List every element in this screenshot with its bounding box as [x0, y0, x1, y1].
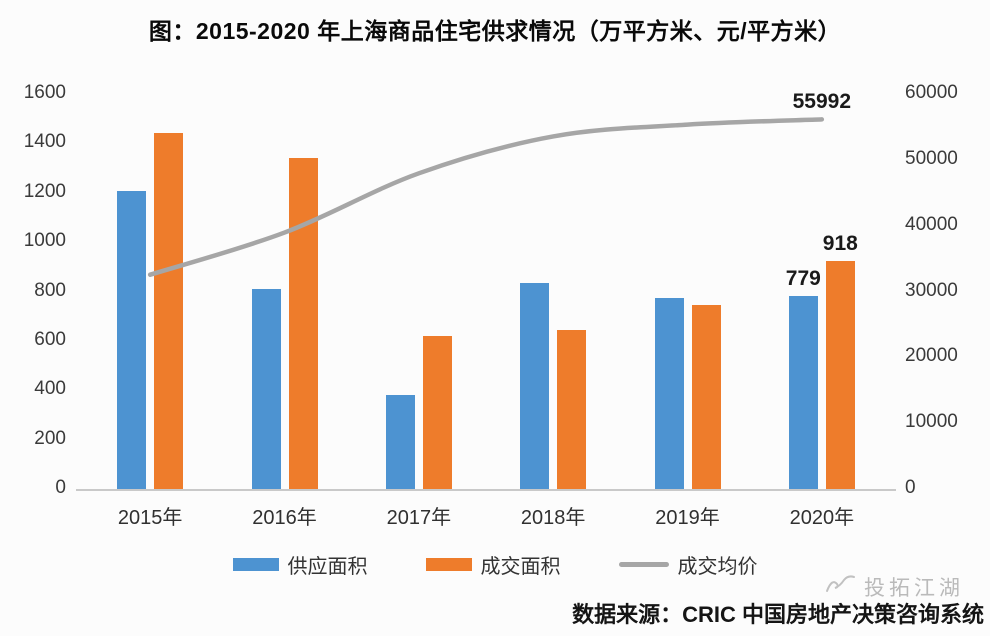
right-axis-tick-50000: 50000 [905, 147, 958, 169]
x-axis-label-2015年: 2015年 [117, 507, 183, 529]
x-axis-label-2018年: 2018年 [520, 507, 586, 529]
left-axis-tick-400: 400 [34, 378, 66, 400]
legend-item-price: 成交均价 [618, 550, 758, 579]
chart-title: 图：2015-2020 年上海商品住宅供求情况（万平方米、元/平方米） [148, 18, 842, 44]
x-axis-label-2017年: 2017年 [386, 507, 452, 529]
bar-成交面积-2017年 [422, 336, 452, 489]
legend-label-transaction: 成交面积 [480, 556, 561, 578]
legend-item-supply: 供应面积 [232, 550, 368, 579]
right-axis-tick-0: 0 [905, 477, 916, 498]
legend-item-transaction: 成交面积 [425, 550, 561, 579]
bar-供应面积-2017年 [385, 394, 415, 489]
data-label-779: 779 [785, 266, 821, 290]
bar-成交面积-2020年 [825, 261, 855, 489]
legend-label-price: 成交均价 [677, 556, 758, 578]
watermark-text: 投拓江湖 [864, 577, 964, 600]
bar-供应面积-2018年 [520, 283, 550, 489]
left-axis-tick-0: 0 [55, 477, 66, 498]
left-axis-tick-200: 200 [34, 427, 66, 449]
bar-供应面积-2019年 [654, 297, 684, 489]
left-axis-tick-1200: 1200 [23, 180, 66, 202]
x-axis-label-2020年: 2020年 [789, 507, 855, 529]
left-axis-tick-600: 600 [34, 328, 66, 350]
price-line-swatch-icon [618, 562, 669, 567]
right-axis-tick-10000: 10000 [905, 411, 958, 433]
supply-swatch-icon [232, 558, 279, 571]
bar-成交面积-2015年 [154, 132, 184, 489]
bar-供应面积-2015年 [117, 190, 147, 489]
data-label-918: 918 [822, 232, 858, 256]
x-axis-label-2019年: 2019年 [655, 507, 720, 529]
bar-成交面积-2016年 [288, 158, 318, 489]
legend: 供应面积 成交面积 成交均价 [0, 550, 990, 579]
left-axis-tick-1400: 1400 [23, 131, 66, 153]
bar-成交面积-2019年 [691, 305, 721, 489]
data-label-55992: 55992 [792, 90, 852, 114]
bar-成交面积-2018年 [557, 330, 587, 489]
left-axis-tick-1600: 1600 [23, 82, 66, 103]
source-caption: 数据来源：CRIC 中国房地产决策咨询系统 [572, 602, 984, 627]
legend-label-supply: 供应面积 [287, 556, 368, 578]
bar-供应面积-2016年 [251, 289, 281, 489]
x-axis-line [76, 489, 896, 491]
x-axis-label-2016年: 2016年 [252, 507, 317, 529]
left-axis-tick-800: 800 [34, 279, 66, 301]
bird-scribble-icon [824, 572, 858, 602]
transaction-swatch-icon [425, 558, 472, 571]
watermark: 投拓江湖 [824, 572, 964, 602]
right-axis-tick-60000: 60000 [905, 82, 958, 103]
right-axis-tick-30000: 30000 [905, 279, 958, 301]
right-axis-tick-40000: 40000 [905, 213, 958, 235]
bar-供应面积-2020年 [788, 295, 818, 489]
left-axis-tick-1000: 1000 [23, 230, 66, 252]
right-axis-tick-20000: 20000 [905, 345, 958, 367]
